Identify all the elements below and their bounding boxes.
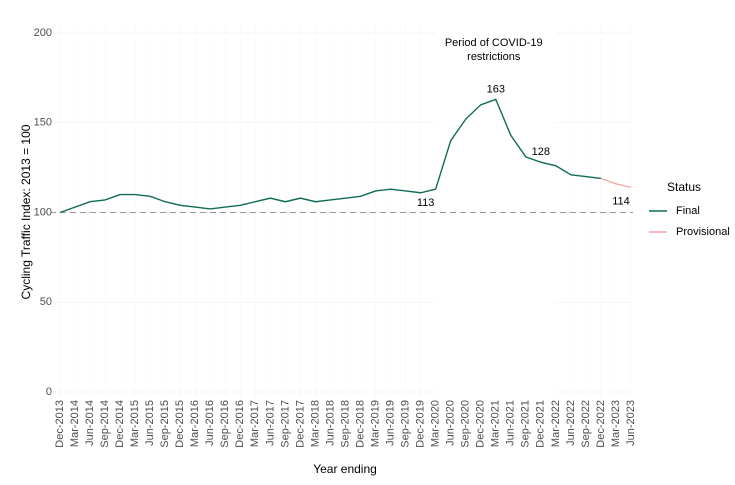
data-label: 113: [417, 197, 435, 209]
x-tick-label: Jun-2023: [625, 400, 637, 446]
x-tick-label: Dec-2018: [354, 400, 366, 448]
x-tick-label: Sep-2019: [400, 400, 412, 448]
period-label: Period of COVID-19 restrictions: [445, 37, 543, 63]
y-tick-label: 200: [34, 27, 52, 39]
series-line: [600, 177, 632, 189]
x-tick-label: Sep-2017: [279, 400, 291, 448]
y-axis-title: Cycling Traffic Index: 2013 = 100: [19, 124, 33, 299]
x-tick-label: Jun-2021: [505, 400, 517, 446]
legend-label: Provisional: [676, 226, 730, 238]
data-label: 163: [487, 83, 505, 95]
x-tick-label: Sep-2022: [580, 400, 592, 448]
x-tick-label: Dec-2016: [234, 400, 246, 448]
data-label: 114: [612, 195, 630, 207]
x-tick-label: Jun-2020: [445, 400, 457, 446]
x-tick-label: Dec-2014: [114, 400, 126, 448]
x-tick-label: Dec-2020: [475, 400, 487, 448]
x-tick-label: Mar-2020: [430, 400, 442, 447]
y-tick-label: 50: [40, 296, 52, 308]
x-tick-label: Mar-2023: [610, 400, 622, 447]
x-tick-label: Jun-2017: [264, 400, 276, 446]
x-tick-label: Jun-2015: [144, 400, 156, 446]
x-tick-label: Dec-2021: [535, 400, 547, 448]
x-tick-label: Mar-2018: [309, 400, 321, 447]
x-tick-label: Mar-2016: [189, 400, 201, 447]
legend-label: Final: [676, 205, 700, 217]
x-tick-label: Mar-2014: [69, 400, 81, 447]
y-tick-label: 150: [34, 117, 52, 129]
x-tick-label: Mar-2015: [129, 400, 141, 447]
x-tick-label: Dec-2013: [54, 400, 66, 448]
data-label: 128: [532, 146, 550, 158]
x-tick-label: Mar-2021: [490, 400, 502, 447]
legend-title: Status: [667, 180, 701, 194]
x-tick-label: Jun-2018: [324, 400, 336, 446]
x-tick-label: Jun-2016: [204, 400, 216, 446]
x-tick-label: Jun-2019: [384, 400, 396, 446]
x-tick-label: Sep-2014: [99, 400, 111, 448]
y-tick-label: 0: [46, 386, 52, 398]
x-tick-label: Dec-2022: [595, 400, 607, 448]
x-tick-label: Dec-2017: [294, 400, 306, 448]
series-line: [59, 98, 602, 214]
x-tick-label: Jun-2022: [565, 400, 577, 446]
x-tick-label: Mar-2022: [550, 400, 562, 447]
x-tick-label: Jun-2014: [84, 400, 96, 446]
x-tick-label: Sep-2020: [460, 400, 472, 448]
x-tick-label: Dec-2015: [174, 400, 186, 448]
x-tick-label: Mar-2019: [369, 400, 381, 447]
x-tick-label: Sep-2015: [159, 400, 171, 448]
y-tick-label: 100: [34, 206, 52, 218]
x-tick-label: Dec-2019: [415, 400, 427, 448]
x-axis-title: Year ending: [313, 462, 377, 476]
x-tick-label: Sep-2016: [219, 400, 231, 448]
x-tick-label: Sep-2018: [339, 400, 351, 448]
x-tick-label: Mar-2017: [249, 400, 261, 447]
x-tick-label: Sep-2021: [520, 400, 532, 448]
